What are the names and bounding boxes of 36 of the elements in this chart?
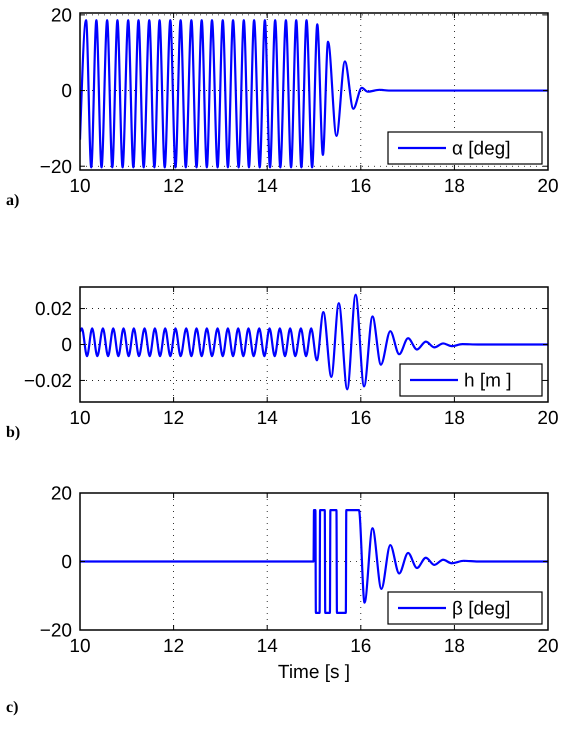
y-tick-label: 0	[61, 81, 72, 102]
y-tick-label: 0	[61, 335, 72, 356]
x-tick-label: 14	[256, 176, 278, 197]
line-series	[80, 19, 548, 168]
x-tick-label: 18	[444, 636, 465, 657]
y-tick-label: 0.02	[35, 299, 72, 320]
x-tick-label: 18	[444, 176, 465, 197]
y-tick-label: −20	[40, 620, 72, 642]
x-axis-title: Time [s ]	[278, 662, 350, 683]
x-tick-label: 20	[537, 408, 559, 429]
y-tick-label: 20	[50, 484, 72, 505]
legend-label: β [deg]	[452, 598, 510, 620]
x-tick-label: 10	[69, 408, 91, 429]
x-tick-label: 16	[350, 176, 372, 197]
x-tick-label: 12	[163, 408, 184, 429]
text: c)	[6, 699, 18, 716]
y-tick-label: −0.02	[24, 371, 72, 392]
y-tick-label: 0	[61, 552, 72, 574]
x-tick-label: 12	[163, 176, 184, 197]
x-tick-label: 16	[350, 408, 372, 429]
x-tick-label: 20	[537, 176, 559, 197]
y-tick-label: 20	[50, 6, 72, 27]
x-tick-label: 14	[256, 636, 278, 657]
x-tick-label: 10	[69, 176, 91, 197]
x-tick-label: 10	[69, 636, 91, 657]
x-tick-label: 20	[537, 636, 559, 657]
x-tick-label: 16	[350, 636, 372, 657]
x-tick-label: 14	[256, 408, 278, 429]
text: b)	[6, 424, 20, 441]
y-tick-label: −20	[40, 156, 72, 178]
legend-label: α [deg]	[452, 138, 511, 160]
line-series	[80, 294, 548, 390]
x-tick-label: 12	[163, 636, 184, 657]
legend-label: h [m ]	[464, 370, 512, 392]
x-tick-label: 18	[444, 408, 465, 429]
text: a)	[6, 192, 20, 209]
